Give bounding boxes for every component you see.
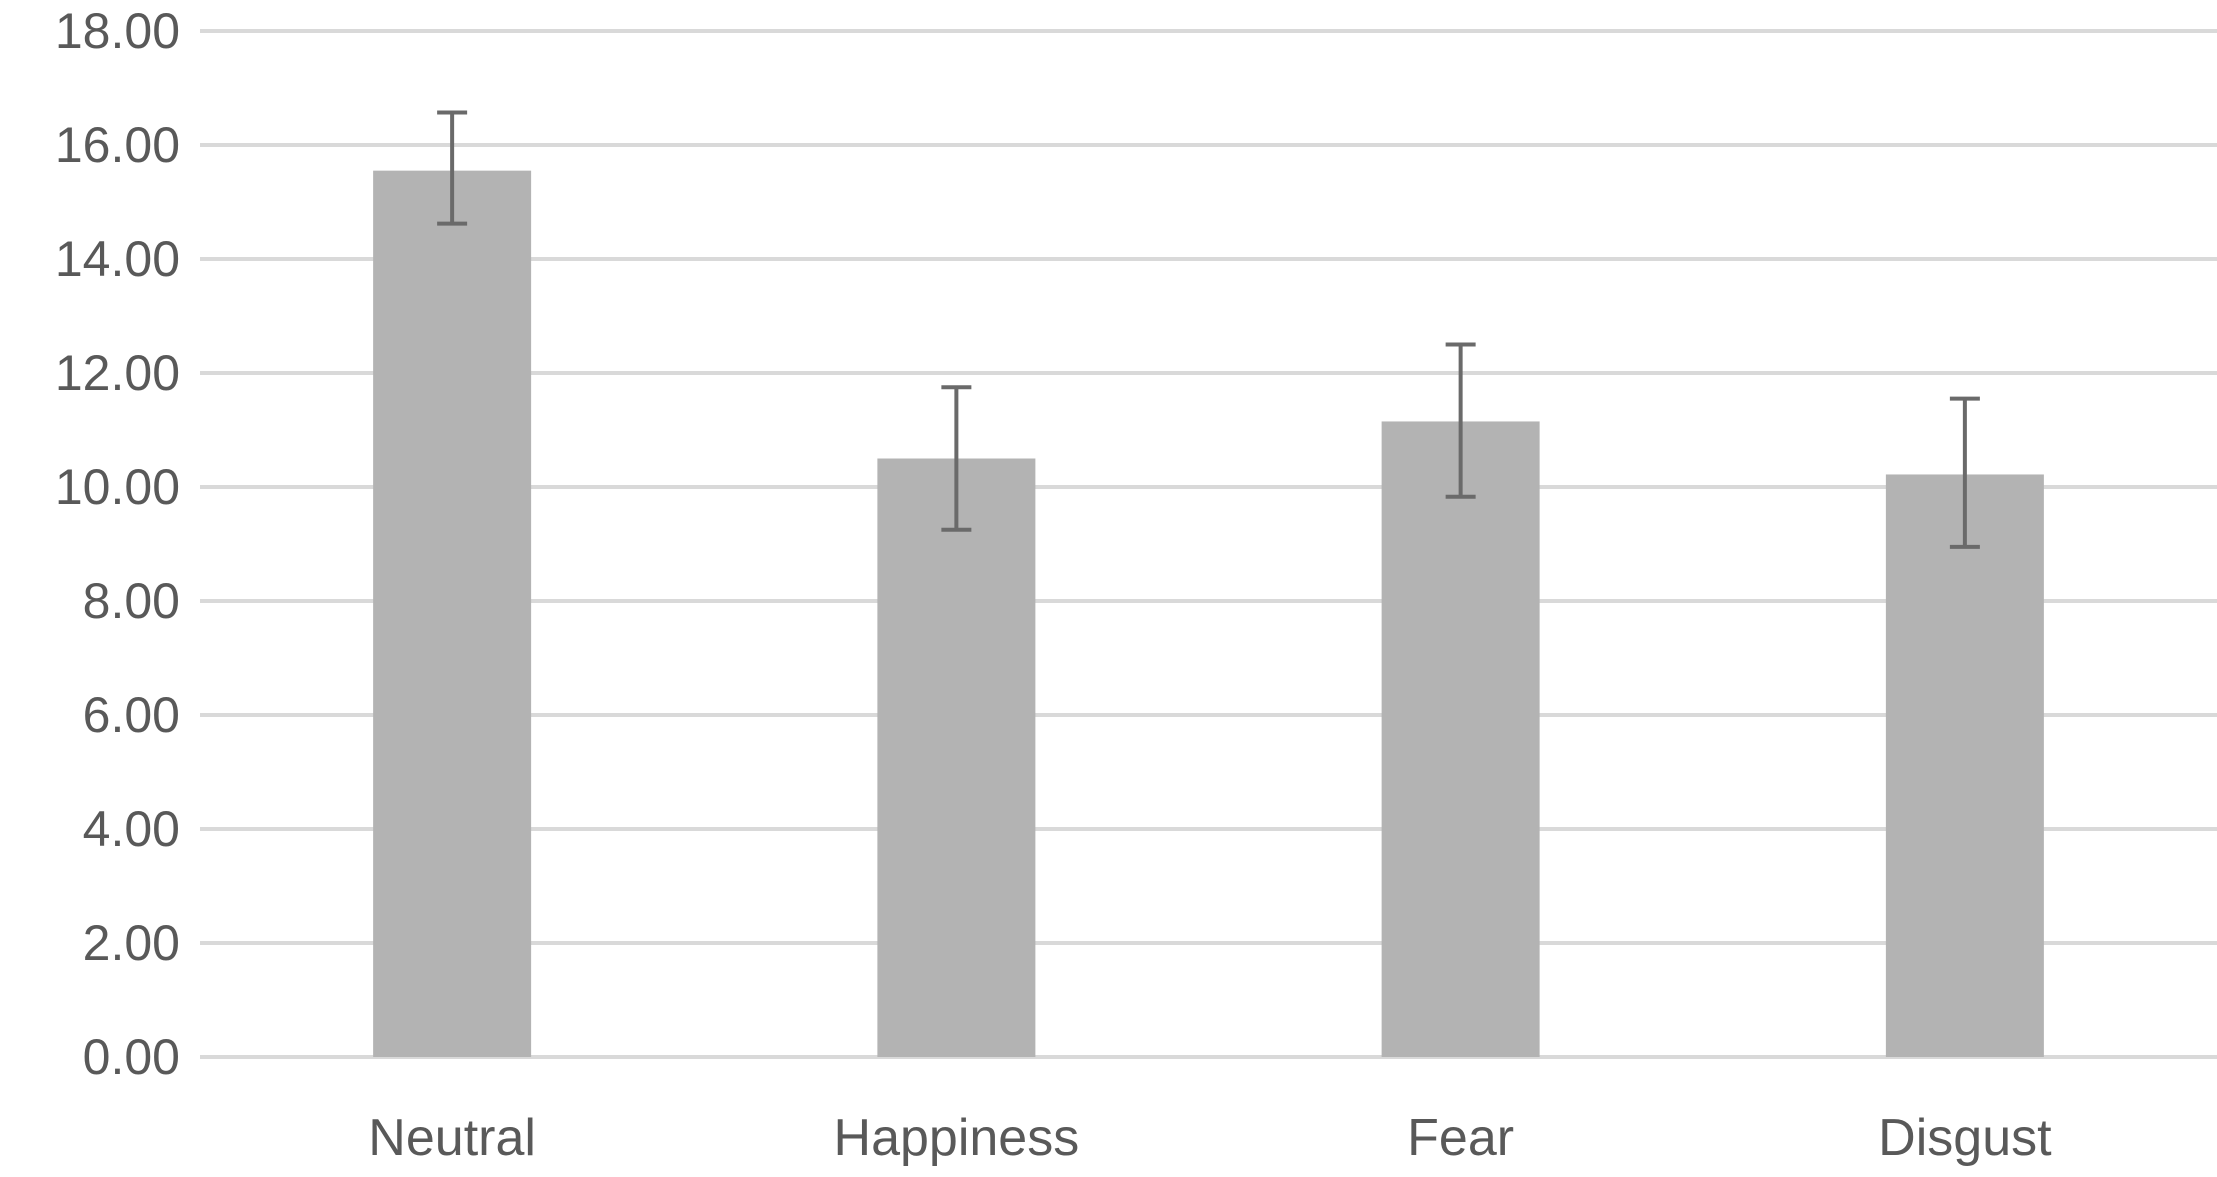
error-bar-neutral xyxy=(437,110,468,226)
bar-fear xyxy=(1381,421,1540,1057)
gridlines xyxy=(200,29,2217,1059)
error-bar-fear xyxy=(1445,342,1476,499)
y-tick-label: 2.00 xyxy=(83,915,180,971)
y-tick-label: 10.00 xyxy=(55,459,180,515)
y-tick-label: 18.00 xyxy=(55,3,180,59)
error-bar-happiness xyxy=(941,385,972,532)
bar-happiness xyxy=(877,458,1036,1057)
y-tick-label: 8.00 xyxy=(83,573,180,629)
x-category-label-fear: Fear xyxy=(1407,1109,1514,1167)
bar-neutral xyxy=(373,170,532,1057)
x-category-label-happiness: Happiness xyxy=(834,1109,1080,1167)
x-category-label-disgust: Disgust xyxy=(1878,1109,2052,1167)
error-bars xyxy=(437,110,1980,549)
y-tick-label: 14.00 xyxy=(55,231,180,287)
bar-disgust xyxy=(1885,474,2044,1058)
y-tick-label: 0.00 xyxy=(83,1029,180,1085)
y-tick-label: 6.00 xyxy=(83,687,180,743)
x-axis-category-labels: Neutral Happiness Fear Disgust xyxy=(368,1109,2052,1167)
y-axis-tick-labels: 0.00 2.00 4.00 6.00 8.00 10.00 12.00 14.00 16.00… xyxy=(55,3,180,1085)
y-tick-label: 12.00 xyxy=(55,345,180,401)
y-tick-label: 16.00 xyxy=(55,117,180,173)
bars xyxy=(373,170,2044,1058)
error-bar-disgust xyxy=(1949,396,1980,549)
x-category-label-neutral: Neutral xyxy=(368,1109,536,1167)
y-tick-label: 4.00 xyxy=(83,801,180,857)
